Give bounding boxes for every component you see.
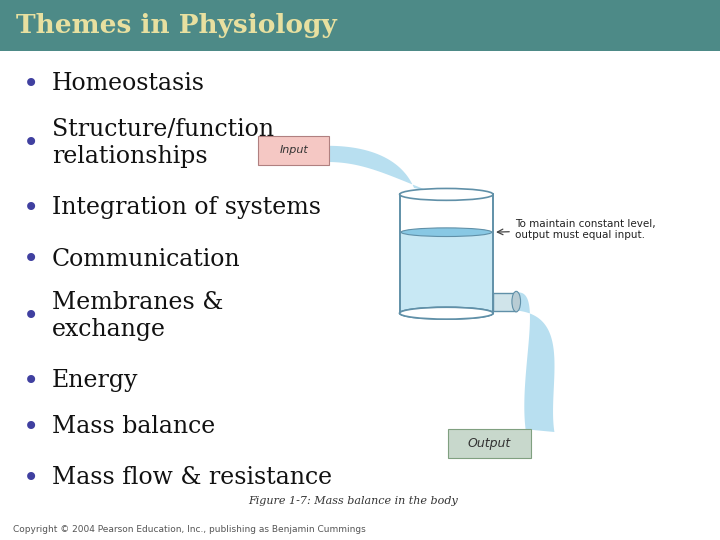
Text: •: • [23, 129, 40, 157]
Text: •: • [23, 464, 40, 492]
FancyBboxPatch shape [448, 429, 531, 458]
Text: •: • [23, 70, 40, 98]
Text: Input: Input [279, 145, 308, 155]
Text: •: • [23, 413, 40, 441]
Ellipse shape [512, 292, 521, 312]
Polygon shape [516, 293, 554, 432]
Text: Energy: Energy [52, 369, 138, 392]
Text: •: • [23, 367, 40, 395]
Polygon shape [400, 194, 493, 313]
Text: Membranes &
exchange: Membranes & exchange [52, 291, 223, 341]
Text: Themes in Physiology: Themes in Physiology [16, 13, 336, 38]
Text: Mass flow & resistance: Mass flow & resistance [52, 467, 332, 489]
FancyBboxPatch shape [0, 0, 720, 51]
Ellipse shape [400, 307, 493, 319]
Text: Communication: Communication [52, 248, 240, 271]
Text: Integration of systems: Integration of systems [52, 197, 321, 219]
Text: •: • [23, 245, 40, 273]
Text: •: • [23, 302, 40, 330]
Ellipse shape [400, 188, 493, 200]
Polygon shape [493, 293, 516, 310]
Text: Figure 1-7: Mass balance in the body: Figure 1-7: Mass balance in the body [248, 496, 458, 506]
Polygon shape [328, 146, 432, 192]
Ellipse shape [400, 307, 493, 319]
Text: Copyright © 2004 Pearson Education, Inc., publishing as Benjamin Cummings: Copyright © 2004 Pearson Education, Inc.… [13, 525, 366, 534]
Ellipse shape [401, 228, 492, 237]
Polygon shape [401, 232, 492, 310]
Text: To maintain constant level,
output must equal input.: To maintain constant level, output must … [498, 219, 655, 240]
Text: •: • [23, 194, 40, 222]
Text: Mass balance: Mass balance [52, 415, 215, 438]
Text: Structure/function
relationships: Structure/function relationships [52, 118, 274, 168]
Text: Output: Output [468, 437, 511, 450]
FancyBboxPatch shape [258, 136, 329, 165]
Text: Homeostasis: Homeostasis [52, 72, 205, 95]
